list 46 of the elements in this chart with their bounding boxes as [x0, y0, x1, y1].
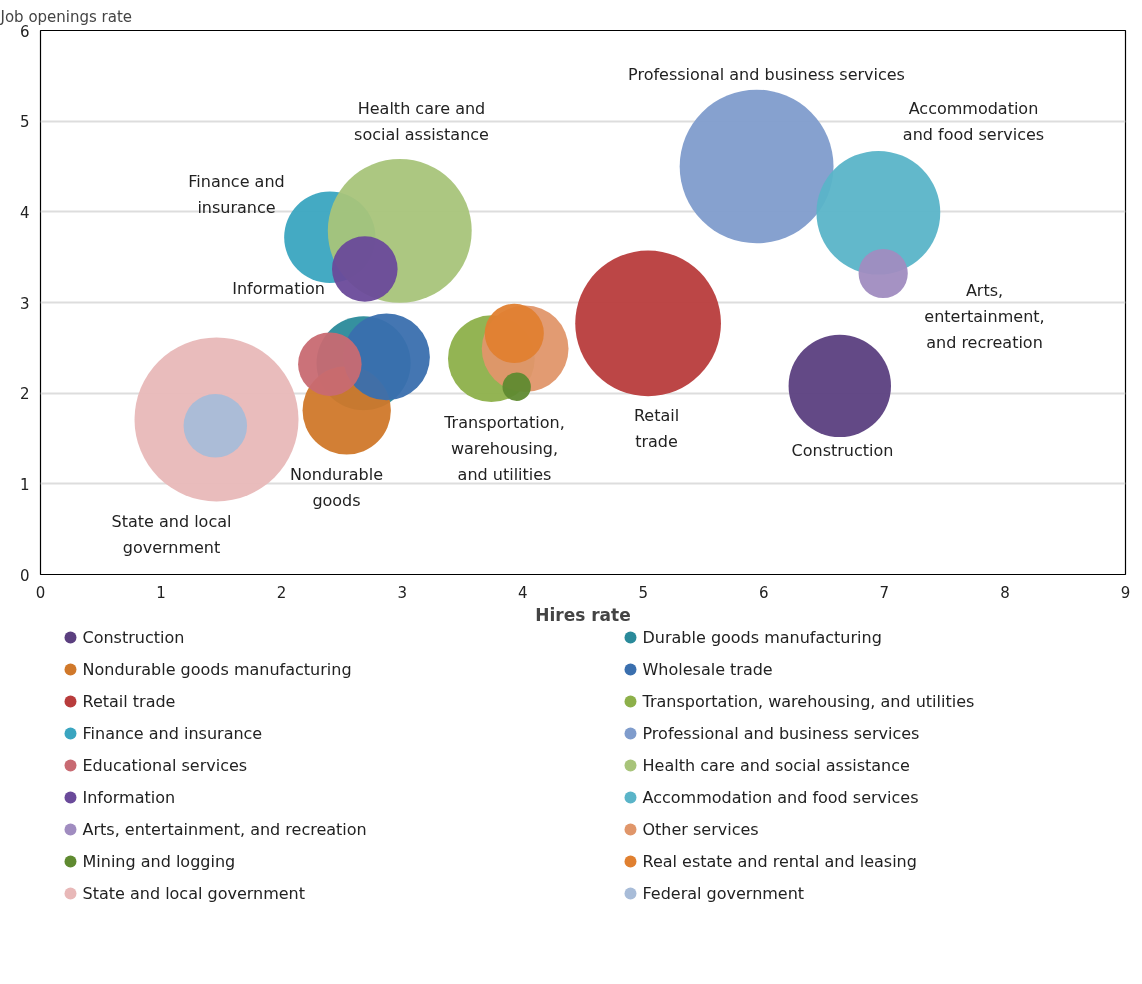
annotation: Health care and social assistance	[354, 99, 489, 144]
x-tick-label: 7	[879, 583, 890, 602]
annotation: Accommodation and food services	[902, 99, 1045, 144]
legend-label: Health care and social assistance	[642, 756, 910, 775]
annotation: Retail trade	[633, 406, 680, 451]
y-tick-label: 5	[19, 113, 30, 132]
legend-label: State and local government	[82, 884, 306, 903]
y-tick-label: 2	[19, 385, 30, 404]
x-tick-label: 5	[638, 583, 649, 602]
x-tick-label: 0	[35, 583, 46, 602]
legend-label: Finance and insurance	[82, 724, 263, 743]
y-tick-label: 4	[19, 203, 30, 222]
legend-label: Nondurable goods manufacturing	[82, 660, 352, 679]
legend-label: Durable goods manufacturing	[642, 628, 882, 647]
annotation: Transportation, warehousing, and utilities	[443, 413, 565, 484]
legend-label: Mining and logging	[82, 852, 236, 871]
y-tick-label: 0	[19, 566, 30, 585]
annotation: State and local government	[111, 512, 232, 557]
x-tick-label: 6	[759, 583, 769, 602]
legend-label: Other services	[642, 820, 759, 839]
y-tick-label: 1	[19, 475, 30, 494]
legend-label: Educational services	[82, 756, 248, 775]
annotation: Professional and business services	[628, 65, 905, 84]
annotation: Information	[232, 279, 325, 298]
annotation: Nondurable goods	[289, 465, 384, 510]
x-tick-label: 4	[517, 583, 528, 602]
x-axis-title: Hires rate	[535, 604, 631, 625]
x-tick-label: 9	[1120, 583, 1131, 602]
x-tick-label: 2	[276, 583, 287, 602]
legend-label: Federal government	[642, 884, 805, 903]
y-tick-label: 3	[19, 294, 30, 313]
x-tick-label: 8	[1000, 583, 1010, 602]
legend-label: Information	[82, 788, 176, 807]
legend-label: Construction	[82, 628, 185, 647]
legend-label: Accommodation and food services	[642, 788, 919, 807]
annotation: Construction	[791, 441, 894, 460]
annotation: Arts, entertainment, and recreation	[924, 281, 1045, 352]
legend-label: Arts, entertainment, and recreation	[82, 820, 367, 839]
legend-label: Real estate and rental and leasing	[642, 852, 917, 871]
x-tick-label: 1	[156, 583, 166, 602]
x-tick-label: 3	[397, 583, 407, 602]
annotation: Finance and insurance	[188, 172, 285, 217]
legend-label: Wholesale trade	[642, 660, 773, 679]
legend-label: Professional and business services	[642, 724, 920, 743]
legend-label: Transportation, warehousing, and utilities	[641, 692, 975, 711]
legend-label: Retail trade	[82, 692, 176, 711]
